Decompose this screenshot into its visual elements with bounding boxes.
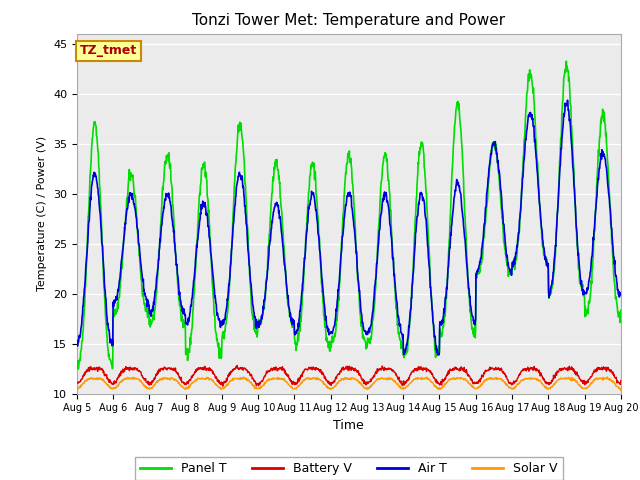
Air T: [564, 97, 572, 103]
Solar V: [180, 385, 188, 391]
Air T: [505, 264, 513, 270]
Line: Air T: Air T: [77, 100, 621, 355]
Line: Panel T: Panel T: [77, 61, 621, 369]
Solar V: [504, 384, 512, 389]
Solar V: [617, 387, 625, 393]
Air T: [553, 226, 561, 232]
Panel T: [434, 352, 442, 358]
Panel T: [74, 366, 82, 372]
Battery V: [233, 362, 241, 368]
Panel T: [553, 228, 561, 234]
Panel T: [563, 58, 570, 64]
Battery V: [194, 367, 202, 373]
Battery V: [73, 381, 81, 386]
Panel T: [195, 218, 202, 224]
Battery V: [434, 380, 442, 385]
Air T: [180, 311, 188, 316]
Line: Solar V: Solar V: [77, 377, 621, 390]
Solar V: [433, 384, 441, 390]
Panel T: [505, 274, 513, 279]
Battery V: [219, 384, 227, 389]
Air T: [255, 319, 262, 324]
Air T: [433, 347, 441, 353]
X-axis label: Time: Time: [333, 419, 364, 432]
Air T: [617, 290, 625, 296]
Solar V: [73, 386, 81, 392]
Panel T: [255, 320, 263, 326]
Title: Tonzi Tower Met: Temperature and Power: Tonzi Tower Met: Temperature and Power: [192, 13, 506, 28]
Battery V: [180, 380, 188, 386]
Text: TZ_tmet: TZ_tmet: [79, 44, 137, 58]
Line: Battery V: Battery V: [77, 365, 621, 386]
Panel T: [181, 320, 189, 326]
Y-axis label: Temperature (C) / Power (V): Temperature (C) / Power (V): [37, 136, 47, 291]
Panel T: [73, 360, 81, 366]
Solar V: [255, 385, 262, 391]
Air T: [435, 352, 443, 358]
Solar V: [604, 374, 611, 380]
Battery V: [505, 380, 513, 386]
Panel T: [617, 307, 625, 313]
Legend: Panel T, Battery V, Air T, Solar V: Panel T, Battery V, Air T, Solar V: [135, 457, 563, 480]
Solar V: [552, 379, 560, 385]
Battery V: [255, 381, 263, 387]
Air T: [73, 342, 81, 348]
Battery V: [617, 378, 625, 384]
Air T: [194, 237, 202, 242]
Battery V: [553, 371, 561, 376]
Solar V: [194, 375, 202, 381]
